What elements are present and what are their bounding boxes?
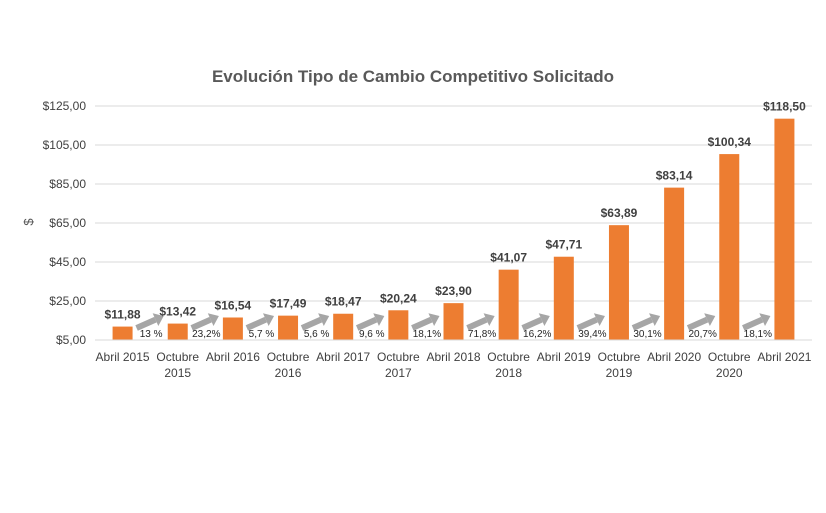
x-tick-label: 2016 (275, 366, 302, 380)
growth-arrow (742, 316, 764, 331)
x-tick-label: 2017 (385, 366, 412, 380)
bar (608, 225, 629, 340)
gridlines (95, 105, 812, 302)
growth-arrow (190, 316, 212, 331)
y-tick-label: $105,00 (43, 138, 87, 152)
y-tick-label: $25,00 (49, 294, 86, 308)
x-tick-label: Abril 2018 (426, 350, 480, 364)
x-tick-label: Abril 2021 (757, 350, 811, 364)
growth-arrow (631, 316, 654, 331)
growth-arrow-head (704, 313, 716, 327)
x-tick-label: 2019 (606, 366, 633, 380)
data-label: $16,54 (215, 298, 252, 312)
growth-label: 71,8% (468, 329, 496, 340)
bars (112, 118, 795, 340)
bar (222, 317, 243, 340)
x-tick-label: Octubre (267, 350, 310, 364)
x-tick-label: Abril 2015 (96, 350, 150, 364)
y-axis-label: $ (21, 218, 36, 226)
growth-arrow-head (207, 313, 219, 327)
growth-arrow (576, 316, 598, 331)
data-label: $18,47 (325, 295, 362, 309)
y-tick-label: $5,00 (56, 333, 86, 347)
growth-label: 5,6 % (304, 329, 330, 340)
bar (774, 118, 795, 340)
growth-arrow-head (759, 313, 771, 327)
x-tick-label: Octubre (377, 350, 420, 364)
growth-arrow (135, 316, 157, 331)
growth-arrow (245, 316, 268, 331)
growth-label: 9,6 % (359, 329, 385, 340)
growth-label: 23,2% (192, 329, 220, 340)
chart-title: Evolución Tipo de Cambio Competitivo Sol… (212, 67, 614, 86)
growth-arrow (686, 316, 709, 331)
x-tick-label: Abril 2019 (537, 350, 591, 364)
x-tick-label: Octubre (598, 350, 641, 364)
data-label: $11,88 (105, 308, 141, 322)
growth-arrow (411, 316, 433, 331)
x-tick-label: 2015 (164, 366, 191, 380)
x-tick-label: 2018 (495, 366, 522, 380)
growth-label: 39,4% (578, 329, 606, 340)
y-tick-label: $45,00 (49, 255, 86, 269)
data-label: $63,89 (601, 206, 638, 220)
bar (553, 256, 574, 340)
growth-label: 16,2% (523, 329, 551, 340)
growth-arrow-head (593, 313, 605, 327)
data-label: $23,90 (435, 284, 472, 298)
bar (112, 326, 133, 340)
x-tick-label: 2020 (716, 366, 743, 380)
growth-arrow (521, 316, 543, 331)
growth-arrow-head (318, 313, 330, 327)
growth-arrow-head (262, 313, 275, 327)
bar (664, 187, 685, 340)
x-tick-label: Octubre (156, 350, 199, 364)
growth-label: 13 % (140, 329, 163, 340)
growth-arrow (466, 316, 488, 331)
x-tick-label: Abril 2020 (647, 350, 701, 364)
bar (443, 303, 464, 340)
y-tick-label: $65,00 (49, 216, 86, 230)
y-tick-label: $125,00 (43, 99, 87, 113)
bar (333, 313, 354, 340)
growth-label: 5,7 % (249, 329, 275, 340)
data-label: $83,14 (656, 169, 693, 183)
growth-arrow-head (428, 313, 440, 327)
bar (498, 269, 519, 340)
data-label: $100,34 (708, 135, 752, 149)
data-label: $20,24 (380, 291, 417, 305)
growth-arrow-head (649, 313, 661, 327)
bar (278, 315, 299, 340)
data-label: $41,07 (490, 251, 527, 265)
bar (167, 323, 188, 340)
x-axis-ticks: Abril 2015 Octubre 2015 Abril 2016 Octubre 20… (96, 350, 812, 380)
data-label: $17,49 (270, 297, 307, 311)
x-tick-label: Octubre (487, 350, 530, 364)
growth-arrow-head (538, 313, 550, 327)
y-axis-ticks: $125,00 $105,00 $85,00 $65,00 $45,00 $25,00 $5… (43, 99, 87, 347)
y-tick-label: $85,00 (49, 177, 86, 191)
growth-arrow (355, 316, 378, 331)
x-tick-label: Octubre (708, 350, 751, 364)
growth-label: 18,1% (413, 329, 441, 340)
growth-arrow-head (483, 313, 495, 327)
growth-label: 20,7% (689, 329, 717, 340)
growth-arrow (300, 316, 323, 331)
growth-label: 30,1% (633, 329, 661, 340)
growth-arrows: 13 % 23,2% 5,7 % 5,6 % 9,6 % 18,1% 71,8% 16,2% 3… (135, 313, 772, 340)
x-tick-label: Abril 2016 (206, 350, 260, 364)
bar (719, 154, 740, 340)
x-tick-label: Abril 2017 (316, 350, 370, 364)
growth-arrow-head (152, 313, 164, 327)
data-label: $118,50 (763, 100, 806, 114)
bar (388, 310, 409, 340)
growth-label: 18,1% (744, 329, 772, 340)
growth-arrow-head (373, 313, 385, 327)
data-labels: $11,88 $13,42 $16,54 $17,49 $18,47 $20,24 $23,… (105, 100, 807, 322)
data-label: $13,42 (159, 305, 196, 319)
data-label: $47,71 (545, 238, 582, 252)
